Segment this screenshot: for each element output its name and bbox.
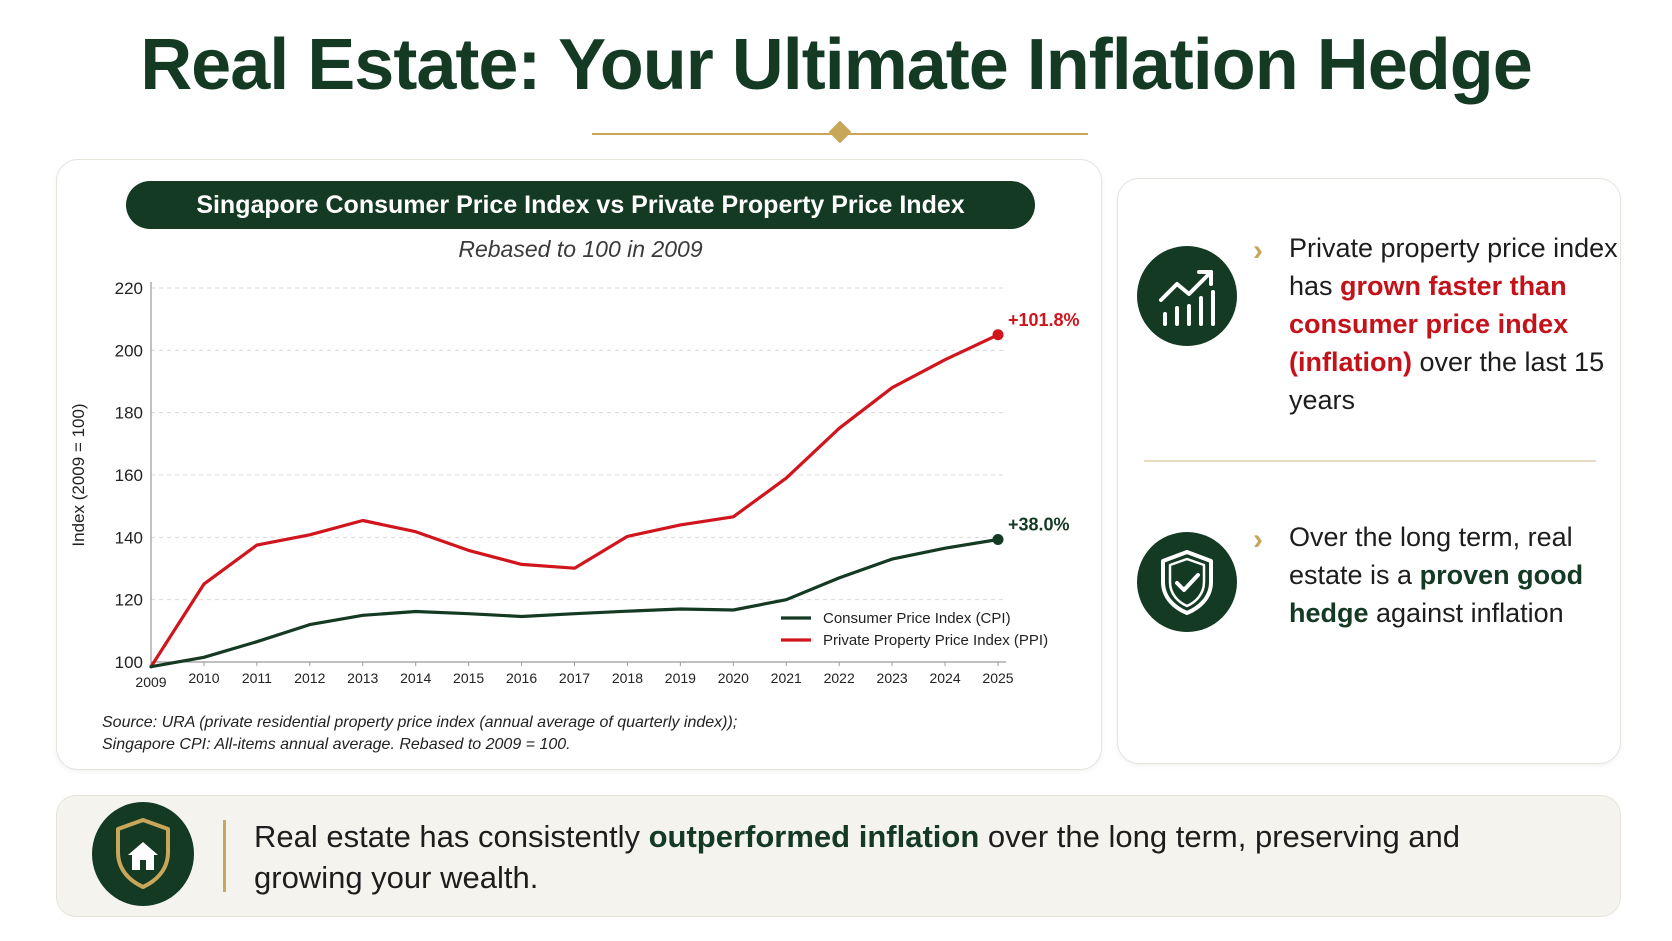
legend-label-1: Private Property Price Index (PPI) [823, 632, 1048, 649]
key-point-2-highlight: proven good hedge [1289, 560, 1584, 628]
y-tick-label: 140 [115, 528, 143, 547]
series-line-1 [149, 333, 1000, 669]
line-chart: 100 120 140 160 180 200 220 2009 2010 2011 2012 201… [69, 279, 1080, 690]
x-tick-label: 2020 [718, 670, 749, 686]
source-note-line-1: Source: URA (private residential propert… [102, 714, 738, 731]
x-tick-label: 2009 [135, 674, 166, 690]
x-tick-label: 2018 [612, 670, 643, 686]
y-tick-label: 100 [115, 653, 143, 672]
x-tick-label: 2013 [347, 670, 378, 686]
chevron-right-icon: › [1253, 523, 1263, 556]
summary-banner [56, 795, 1621, 917]
y-tick-label: 200 [115, 341, 143, 360]
summary-text: Real estate has consistently outperforme… [254, 816, 1554, 898]
summary-divider [223, 820, 226, 892]
y-tick-label: 180 [115, 404, 143, 423]
x-tick-label: 2019 [665, 670, 696, 686]
x-tick-label: 2015 [453, 670, 484, 686]
chart-title: Singapore Consumer Price Index vs Privat… [126, 181, 1035, 229]
shield-check-icon [1137, 532, 1237, 632]
key-point-1-highlight: grown faster than consumer price index (… [1289, 271, 1569, 377]
x-tick-label: 2011 [242, 670, 272, 686]
source-note-line-2: Singapore CPI: All-items annual average.… [102, 736, 571, 753]
x-tick-label: 2022 [824, 670, 855, 686]
series-end-point-0 [992, 534, 1004, 546]
key-point-2: Over the long term, real estate is a pro… [1289, 518, 1589, 632]
x-tick-label: 2025 [982, 670, 1013, 686]
summary-text-end: over the long term, preserving and growi… [254, 819, 1461, 895]
x-tick-label: 2010 [188, 670, 219, 686]
y-tick-label: 120 [115, 591, 143, 610]
x-tick-label: 2021 [771, 670, 802, 686]
series-line-0 [149, 537, 1000, 669]
y-tick-label: 220 [115, 279, 143, 298]
growth-chart-icon [1137, 246, 1237, 346]
page-title: Real Estate: Your Ultimate Inflation Hed… [140, 25, 1533, 105]
key-point-1-text: Private property price index has [1289, 233, 1618, 301]
key-points-divider [1144, 460, 1596, 462]
divider-diamond-icon [828, 120, 852, 144]
x-tick-label: 2023 [877, 670, 908, 686]
legend-label-0: Consumer Price Index (CPI) [823, 610, 1011, 627]
key-point-2-text-end: against inflation [1368, 598, 1564, 628]
series-end-label-0: +38.0% [1008, 515, 1070, 535]
x-tick-label: 2012 [294, 670, 325, 686]
x-tick-label: 2024 [929, 670, 960, 686]
x-tick-label: 2017 [559, 670, 590, 686]
key-point-1: Private property price index has grown f… [1289, 229, 1619, 419]
chart-subtitle: Rebased to 100 in 2009 [458, 236, 703, 262]
key-point-2-text: Over the long term, real estate is a [1289, 522, 1573, 590]
y-tick-label: 160 [115, 466, 143, 485]
x-tick-label: 2016 [506, 670, 537, 686]
summary-highlight: outperformed inflation [648, 819, 980, 854]
y-axis-label: Index (2009 = 100) [69, 403, 88, 546]
series-end-point-1 [992, 329, 1004, 341]
x-tick-label: 2014 [400, 670, 431, 686]
house-shield-icon [92, 802, 194, 906]
chevron-right-icon: › [1253, 234, 1263, 267]
series-end-label-1: +101.8% [1008, 310, 1080, 330]
key-point-1-text-end: over the last 15 years [1289, 347, 1605, 415]
summary-text-start: Real estate has consistently [254, 819, 649, 854]
chart-card [56, 159, 1102, 770]
source-note: Source: URA (private residential propert… [102, 712, 1002, 756]
